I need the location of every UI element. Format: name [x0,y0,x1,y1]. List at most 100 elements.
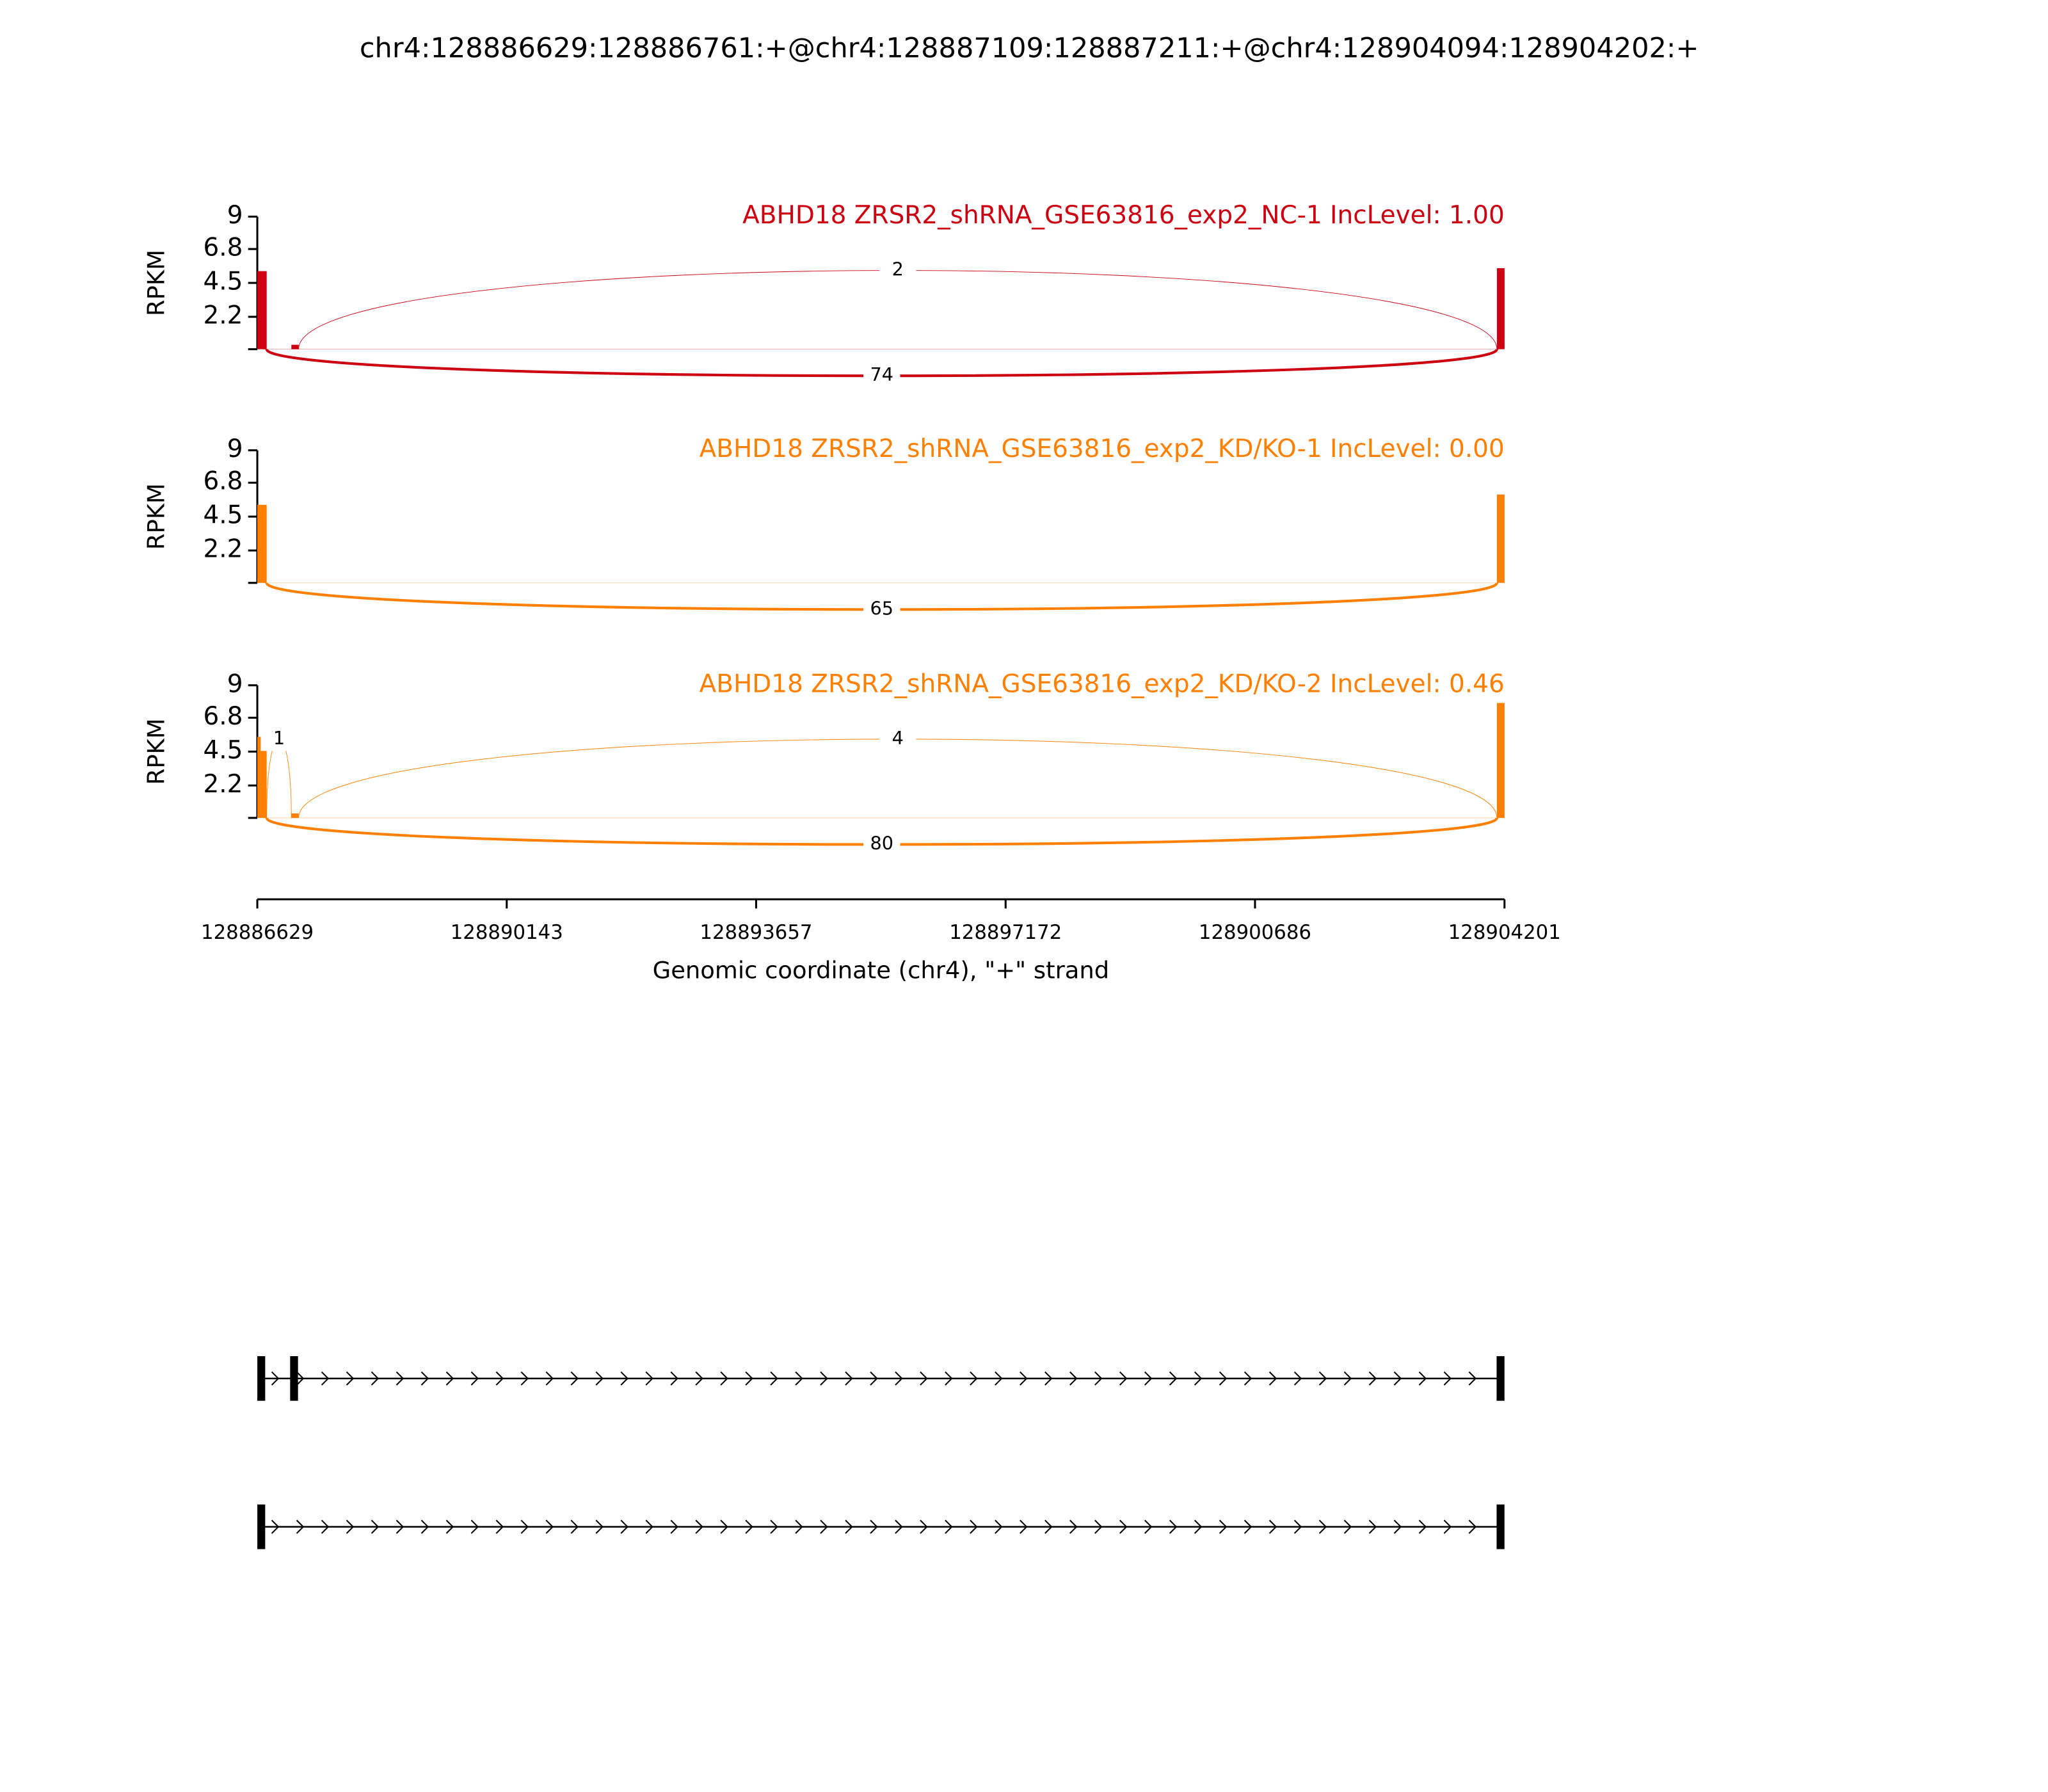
x-tick-label: 128897172 [949,921,1062,944]
strand-arrow [1293,1371,1302,1386]
strand-arrow [1244,1519,1252,1534]
strand-arrow [495,1519,504,1534]
strand-arrow [371,1371,380,1386]
strand-arrow [620,1371,628,1386]
strand-arrow [720,1519,728,1534]
junction-label-bg [863,364,900,388]
strand-arrow [820,1371,828,1386]
strand-arrow [495,1371,504,1386]
strand-arrow [1443,1371,1452,1386]
y-tick-label: 9 [227,669,243,698]
strand-arrow [1219,1371,1228,1386]
junction-label: 1 [273,727,285,749]
coverage-bar [1496,703,1505,818]
strand-arrow [1468,1519,1477,1534]
strand-arrow [720,1371,728,1386]
strand-arrow [1219,1519,1228,1534]
strand-arrow [420,1371,429,1386]
strand-arrow [1368,1519,1377,1534]
y-tick-label: 6.8 [204,234,243,262]
strand-arrow [420,1519,429,1534]
strand-arrow [795,1519,803,1534]
strand-arrow [695,1371,703,1386]
exon [290,1356,298,1401]
strand-arrow [745,1519,753,1534]
junction-label-bg [863,597,900,621]
strand-arrow [1293,1519,1302,1534]
strand-arrow [520,1519,529,1534]
panel-title: ABHD18 ZRSR2_shRNA_GSE63816_exp2_NC-1 In… [742,201,1505,230]
strand-arrow [1020,1371,1028,1386]
strand-arrow [396,1519,404,1534]
chart-title: chr4:128886629:128886761:+@chr4:12888710… [360,32,1699,64]
junction-label-bg [260,727,298,751]
panel-title: ABHD18 ZRSR2_shRNA_GSE63816_exp2_KD/KO-1… [700,435,1505,463]
coverage-bar [257,504,267,583]
junction-label: 2 [892,259,904,280]
strand-arrow [820,1519,828,1534]
y-tick-label: 2.2 [204,301,243,330]
strand-arrow [1044,1371,1053,1386]
strand-arrow [1244,1371,1252,1386]
strand-arrow [920,1371,928,1386]
strand-arrow [445,1371,454,1386]
junction-label-bg [863,833,900,856]
exon [257,1356,266,1401]
strand-arrow [595,1371,604,1386]
x-tick-label: 128886629 [201,921,314,944]
junction-label: 65 [870,597,894,619]
strand-arrow [1268,1519,1277,1534]
strand-arrow [1343,1519,1352,1534]
x-tick-label: 128893657 [700,921,812,944]
y-tick-label: 2.2 [204,770,243,799]
coverage-bar [1496,494,1505,583]
coverage-bar [257,737,267,818]
strand-arrow [1094,1519,1103,1534]
strand-arrow [945,1519,953,1534]
coverage-bar [291,813,299,818]
junction-label-bg [879,259,916,283]
x-tick-label: 128900686 [1199,921,1311,944]
panel-title: ABHD18 ZRSR2_shRNA_GSE63816_exp2_KD/KO-2… [700,669,1505,698]
strand-arrow [970,1519,978,1534]
strand-arrow [595,1519,604,1534]
strand-arrow [995,1371,1003,1386]
strand-arrow [1393,1371,1402,1386]
coverage-bar [291,344,299,349]
y-tick-label: 2.2 [204,535,243,564]
strand-arrow [645,1371,653,1386]
gene-models [257,1356,1505,1549]
strand-arrow [1318,1519,1327,1534]
strand-arrow [296,1519,305,1534]
strand-arrow [670,1371,678,1386]
y-axis-label: RPKM [143,250,170,316]
strand-arrow [1268,1371,1277,1386]
strand-arrow [1194,1519,1203,1534]
strand-arrow [870,1371,878,1386]
junction-label-bg [879,727,916,751]
x-tick-label: 128904201 [1448,921,1561,944]
junction-label: 74 [870,364,894,385]
y-tick-label: 4.5 [204,268,243,296]
strand-arrow [1468,1371,1477,1386]
strand-arrow [296,1371,305,1386]
strand-arrow [1418,1371,1427,1386]
strand-arrow [695,1519,703,1534]
strand-arrow [645,1519,653,1534]
y-tick-label: 6.8 [204,467,243,496]
strand-arrow [1119,1371,1128,1386]
strand-arrow [271,1371,280,1386]
junction-label: 4 [892,727,904,749]
strand-arrow [845,1519,853,1534]
exon [257,1504,266,1549]
strand-arrow [670,1519,678,1534]
strand-arrow [321,1371,330,1386]
strand-arrow [895,1519,903,1534]
strand-arrow [620,1519,628,1534]
strand-arrow [1020,1519,1028,1534]
x-tick-label: 128890143 [451,921,563,944]
exon [1496,1356,1505,1401]
strand-arrow [470,1371,479,1386]
strand-arrow [445,1519,454,1534]
strand-arrow [1044,1519,1053,1534]
